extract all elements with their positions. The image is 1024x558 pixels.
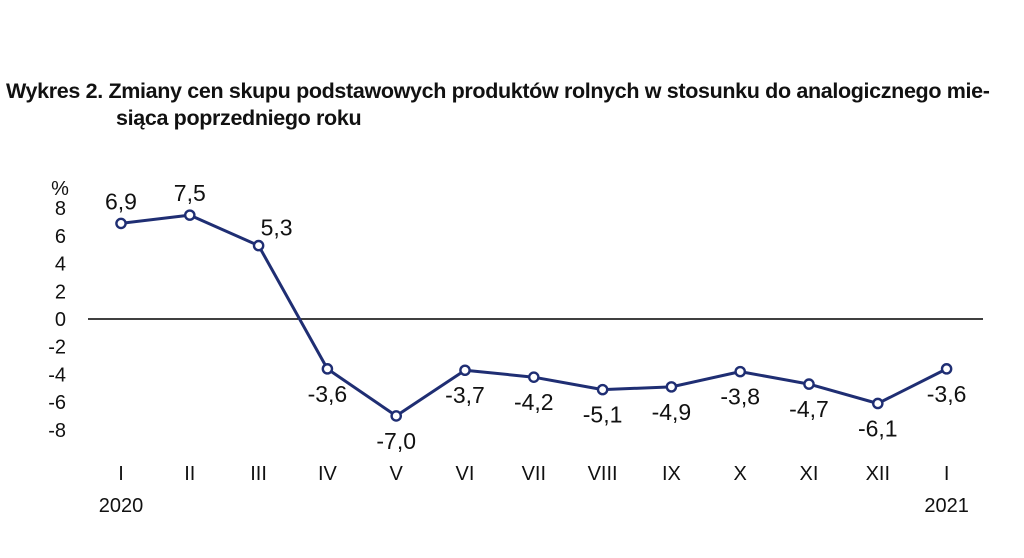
data-markers	[115, 209, 953, 422]
data-point	[115, 217, 127, 230]
data-point	[252, 239, 265, 252]
data-label: -4,9	[652, 399, 692, 425]
data-point	[459, 364, 471, 377]
data-label: -3,6	[927, 381, 967, 407]
data-point	[528, 371, 540, 383]
x-tick-label: XI	[800, 463, 819, 485]
data-label: -7,0	[376, 428, 416, 454]
y-tick-label: -6	[48, 392, 66, 414]
data-label: -4,2	[514, 389, 554, 415]
data-label: -5,1	[583, 402, 623, 428]
y-tick-label: 8	[55, 198, 66, 220]
data-label: 6,9	[105, 188, 137, 214]
chart-title-line-2: siąca poprzedniego roku	[116, 106, 362, 130]
chart-title-line-1: Wykres 2. Zmiany cen skupu podstawowych …	[6, 79, 990, 103]
y-tick-label: 2	[55, 281, 66, 303]
x-tick-label: V	[390, 463, 404, 485]
x-tick-label: VII	[522, 463, 546, 485]
data-point	[872, 397, 884, 410]
data-point	[803, 378, 815, 390]
x-tick-label: III	[250, 463, 267, 485]
data-label: 7,5	[174, 180, 206, 206]
x-tick-label: IX	[662, 463, 681, 485]
data-label: -6,1	[858, 415, 898, 441]
data-point	[665, 381, 678, 393]
x-tick-label: VI	[456, 463, 475, 485]
x-tick-label: VIII	[588, 463, 618, 485]
x-tick-label: XII	[866, 463, 890, 485]
data-point	[596, 383, 609, 396]
x-tick-label: X	[734, 463, 747, 485]
year-label: 2020	[99, 495, 144, 517]
y-axis-ticks: 8 6 4 2 0 -2 -4 -6 -8	[48, 198, 66, 442]
data-label: -3,7	[445, 382, 485, 408]
x-tick-label: I	[944, 463, 950, 485]
data-label: -4,7	[789, 396, 829, 422]
x-tick-label: IV	[318, 463, 338, 485]
y-tick-label: 4	[55, 254, 66, 276]
x-tick-label: II	[184, 463, 195, 485]
y-tick-label: -8	[48, 420, 66, 442]
chart-title: Wykres 2. Zmiany cen skupu podstawowych …	[6, 78, 1022, 132]
y-tick-label: -2	[48, 337, 66, 359]
data-label: -3,6	[308, 381, 348, 407]
data-label: -3,8	[720, 384, 760, 410]
x-axis-tick-labels: I II III IV V VI VII VIII IX X XI XII I	[118, 463, 949, 485]
y-tick-label: -4	[48, 364, 66, 386]
y-tick-label: 6	[55, 226, 66, 248]
data-labels: 6,9 7,5 5,3 -3,6 -7,0 -3,7 -4,2 -5,1 -4,9 -3,8 -4,…	[105, 180, 966, 454]
data-label: 5,3	[261, 215, 293, 241]
data-point	[940, 363, 953, 375]
series-line	[120, 213, 948, 418]
y-tick-label: 0	[55, 309, 66, 331]
year-label: 2021	[924, 495, 969, 517]
y-axis-unit-label: %	[51, 178, 69, 200]
data-point	[734, 365, 747, 378]
data-point	[390, 410, 403, 422]
x-axis-year-labels: 2020 2021	[99, 495, 969, 517]
data-point	[321, 363, 334, 375]
data-point	[183, 209, 196, 221]
x-tick-label: I	[118, 463, 124, 485]
